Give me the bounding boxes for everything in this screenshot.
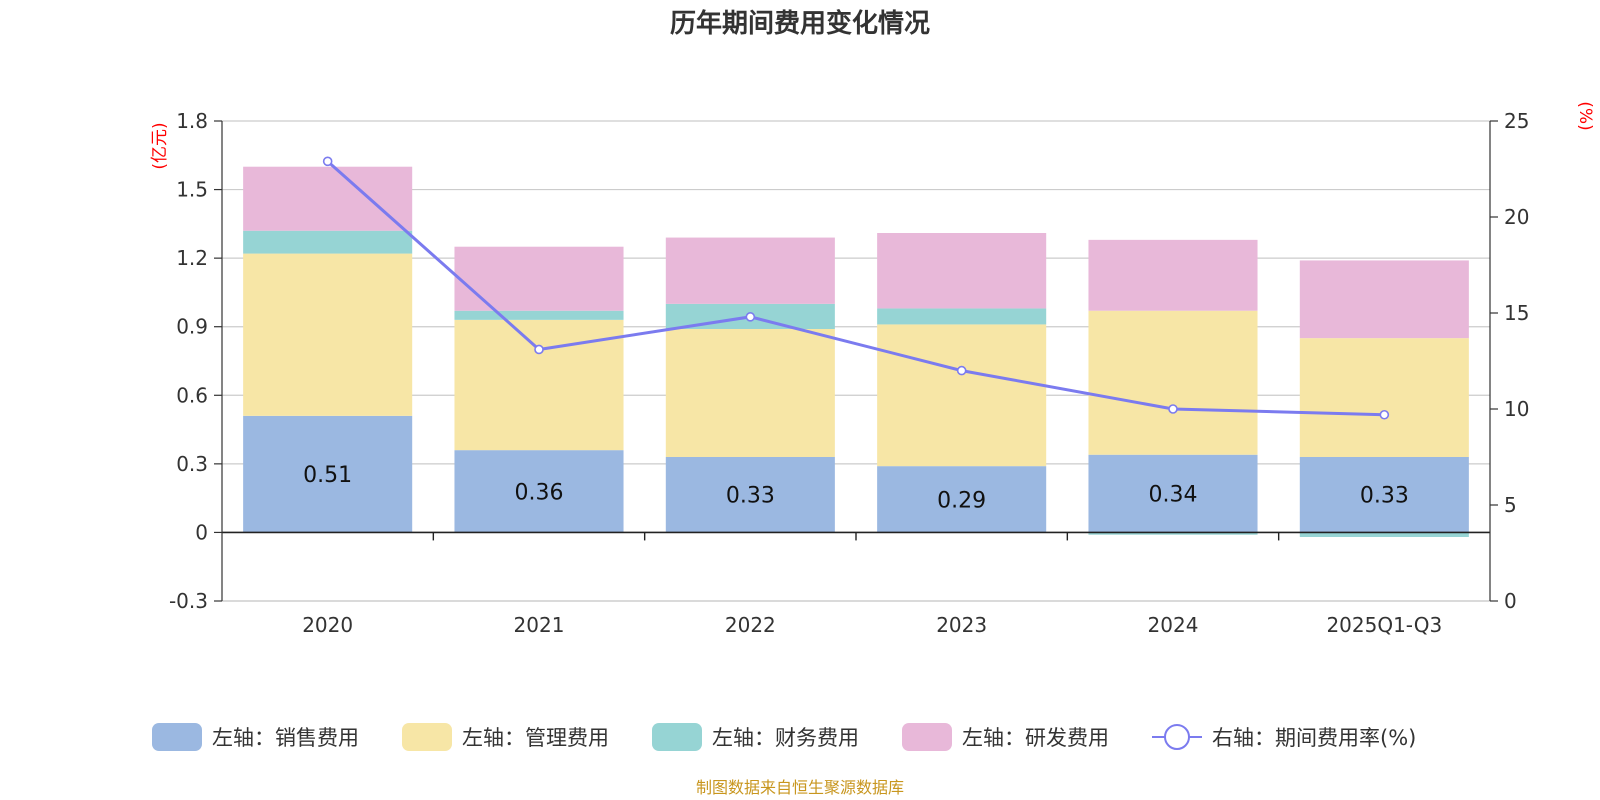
expense-ratio-point [1379,409,1390,420]
bar-segment [877,324,1047,467]
legend-label: 左轴：研发费用 [962,726,1109,750]
bar-segment [1299,532,1469,537]
expense-ratio-line [326,160,1385,417]
bar-segment [1299,457,1469,533]
right-axis-tick-label: 15 [1504,301,1529,325]
legend: 左轴：销售费用 左轴：管理费用 左轴：财务费用 左轴：研发费用 右轴：期间费用率(%) [152,723,1416,751]
legend-swatch [902,723,952,751]
bar-segment [1299,260,1469,339]
bar-data-label: 0.51 [303,463,352,488]
x-axis-tick-label: 2021 [514,613,565,637]
x-axis-tick-label: 2024 [1148,613,1199,637]
left-axis-tick-label: 0.3 [176,452,208,476]
bar-segment [877,308,1047,325]
source-note: 制图数据来自恒生聚源数据库 [696,778,904,797]
bar-data-label: 0.34 [1149,483,1198,508]
expense-ratio-point [745,312,756,322]
bar-segment [1088,239,1258,311]
bar-data-label: 0.29 [937,488,986,513]
bar-segment [877,466,1047,533]
legend-label: 左轴：销售费用 [212,726,359,750]
bar-segment [1299,338,1469,457]
bar-segment [243,166,413,231]
bar-segment [877,233,1047,309]
bar-segment [1088,310,1258,455]
right-axis-tick-label: 10 [1504,397,1529,421]
bar-segment [454,246,624,311]
left-axis-tick-label: 0 [195,520,208,544]
expense-ratio-point [534,344,544,355]
legend-swatch [402,723,452,751]
expense-ratio-point [956,365,967,376]
legend-label: 左轴：财务费用 [712,726,859,750]
bar-segment [665,237,835,304]
left-axis-tick-label: 0.9 [176,315,208,339]
expense-ratio-point [322,156,333,167]
bar-segment [1088,454,1258,533]
x-axis-tick-label: 2020 [302,613,353,637]
x-axis-tick-label: 2022 [725,613,776,637]
left-axis-tick-label: -0.3 [169,589,208,613]
bar-segment [243,230,413,254]
axes: -0.3 0 0.3 0.6 0.9 1.2 1.5 1.8 0 5 10 15 20 25 2020 202… [169,109,1529,637]
right-axis-tick-label: 20 [1504,205,1529,229]
bar-segment [243,415,413,533]
right-axis-tick-label: 0 [1504,589,1517,613]
bar-segment [454,450,624,533]
bar-segment [1088,532,1258,535]
gridlines [222,120,1490,602]
data-labels: 0.51 0.36 0.33 0.29 0.34 0.33 [303,463,1409,513]
left-axis-tick-label: 1.5 [176,178,208,202]
chart-title: 历年期间费用变化情况 [670,8,930,39]
x-axis-tick-label: 2025Q1-Q3 [1326,613,1442,637]
line-series [322,156,1390,420]
right-axis-tick-label: 5 [1504,493,1517,517]
right-axis-tick-label: 25 [1504,109,1529,133]
legend-label: 左轴：管理费用 [462,726,609,750]
bar-series [243,166,1469,537]
legend-swatch [152,723,202,751]
bar-segment [665,457,835,533]
left-axis-tick-label: 1.8 [176,109,208,133]
bar-segment [454,310,624,320]
left-axis-unit: (亿元) [150,122,170,169]
bar-segment [665,329,835,457]
bar-segment [243,253,413,416]
bar-data-label: 0.36 [515,480,564,505]
legend-line-marker [1164,724,1190,750]
left-axis-tick-label: 0.6 [176,383,208,407]
right-axis-unit: (%) [1575,101,1595,130]
left-axis-tick-label: 1.2 [176,246,208,270]
expense-ratio-point [1168,404,1178,414]
bar-data-label: 0.33 [1360,484,1409,509]
legend-label: 右轴：期间费用率(%) [1212,726,1416,750]
bar-data-label: 0.33 [726,484,775,509]
x-axis-tick-label: 2023 [936,613,987,637]
legend-swatch [652,723,702,751]
